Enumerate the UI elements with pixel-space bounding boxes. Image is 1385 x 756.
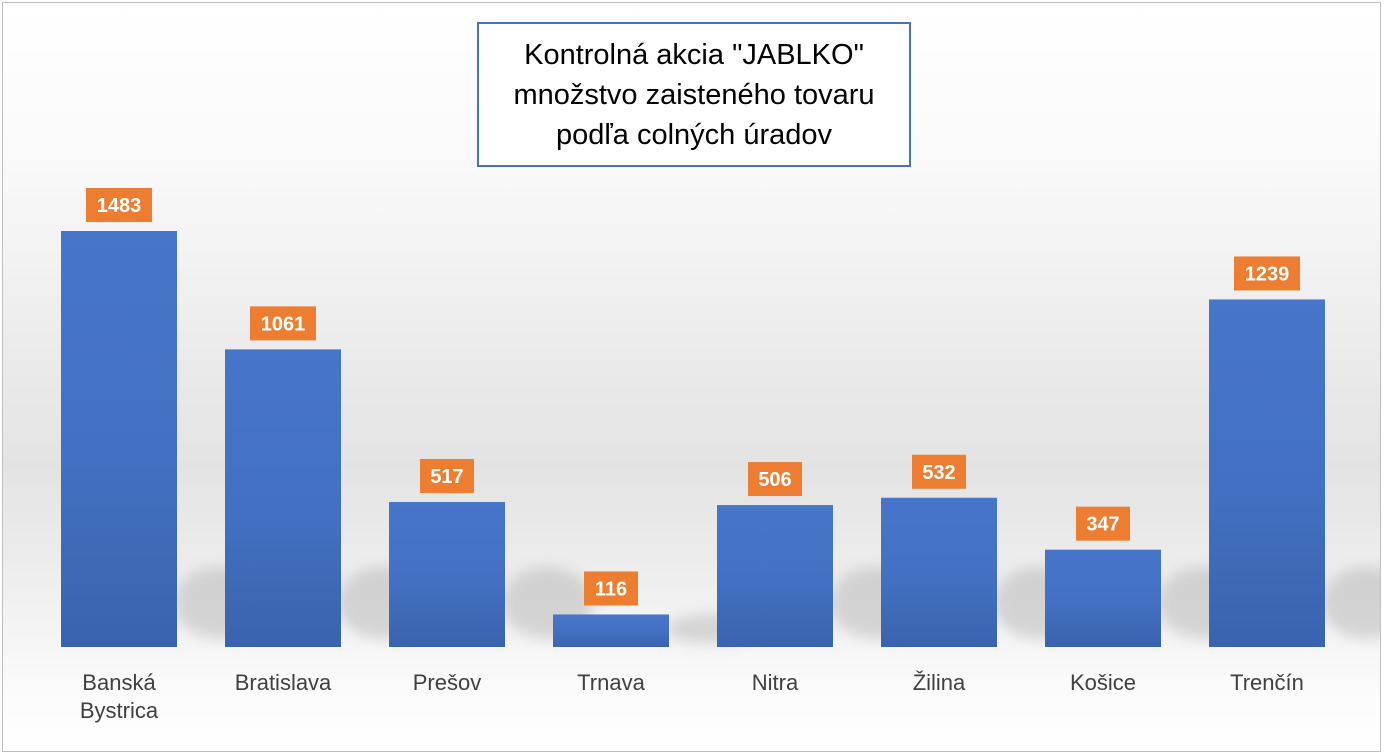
category-label: Trenčín xyxy=(1230,670,1304,695)
chart-plot: 1483 1061 517 116 506 532 347 1239 xyxy=(61,188,1380,647)
bar-shadow xyxy=(1321,567,1380,639)
category-label: Trnava xyxy=(577,670,645,695)
bar xyxy=(1045,549,1161,647)
data-label: 116 xyxy=(595,578,627,600)
category-label: Prešov xyxy=(412,670,482,695)
data-label-box xyxy=(584,571,638,606)
category-label: Nitra xyxy=(751,670,799,695)
chart-title: Kontrolná akcia "JABLKO" množstvo zaiste… xyxy=(477,22,911,167)
category-label: Banská Bystrica xyxy=(79,670,159,723)
bar xyxy=(1209,299,1325,647)
data-label-box xyxy=(912,454,966,489)
data-label-box xyxy=(250,306,316,341)
chart-title-line-3: podľa colných úradov xyxy=(555,118,833,151)
data-label: 1483 xyxy=(97,195,142,217)
category-label: Bratislava xyxy=(234,670,332,695)
data-label: 1061 xyxy=(261,313,306,335)
data-label-box xyxy=(420,458,474,493)
data-label: 1239 xyxy=(1245,263,1290,285)
chart-title-line-1: Kontrolná akcia "JABLKO" xyxy=(524,38,864,71)
bar xyxy=(225,349,341,647)
data-label: 532 xyxy=(922,462,955,484)
bar xyxy=(61,231,177,647)
data-label-box xyxy=(1076,506,1130,541)
bar xyxy=(881,497,997,647)
category-label: Žilina xyxy=(912,670,966,695)
chart-title-line-2: množstvo zaisteného tovaru xyxy=(513,78,875,111)
bar xyxy=(389,501,505,647)
data-label-box xyxy=(748,462,802,497)
bar xyxy=(553,614,669,647)
data-label: 506 xyxy=(758,469,791,491)
data-label-box xyxy=(1234,256,1300,291)
data-label: 347 xyxy=(1086,514,1119,536)
bar xyxy=(717,505,833,647)
category-label: Košice xyxy=(1069,670,1137,695)
data-label-box xyxy=(86,188,152,222)
data-label: 517 xyxy=(430,466,463,488)
